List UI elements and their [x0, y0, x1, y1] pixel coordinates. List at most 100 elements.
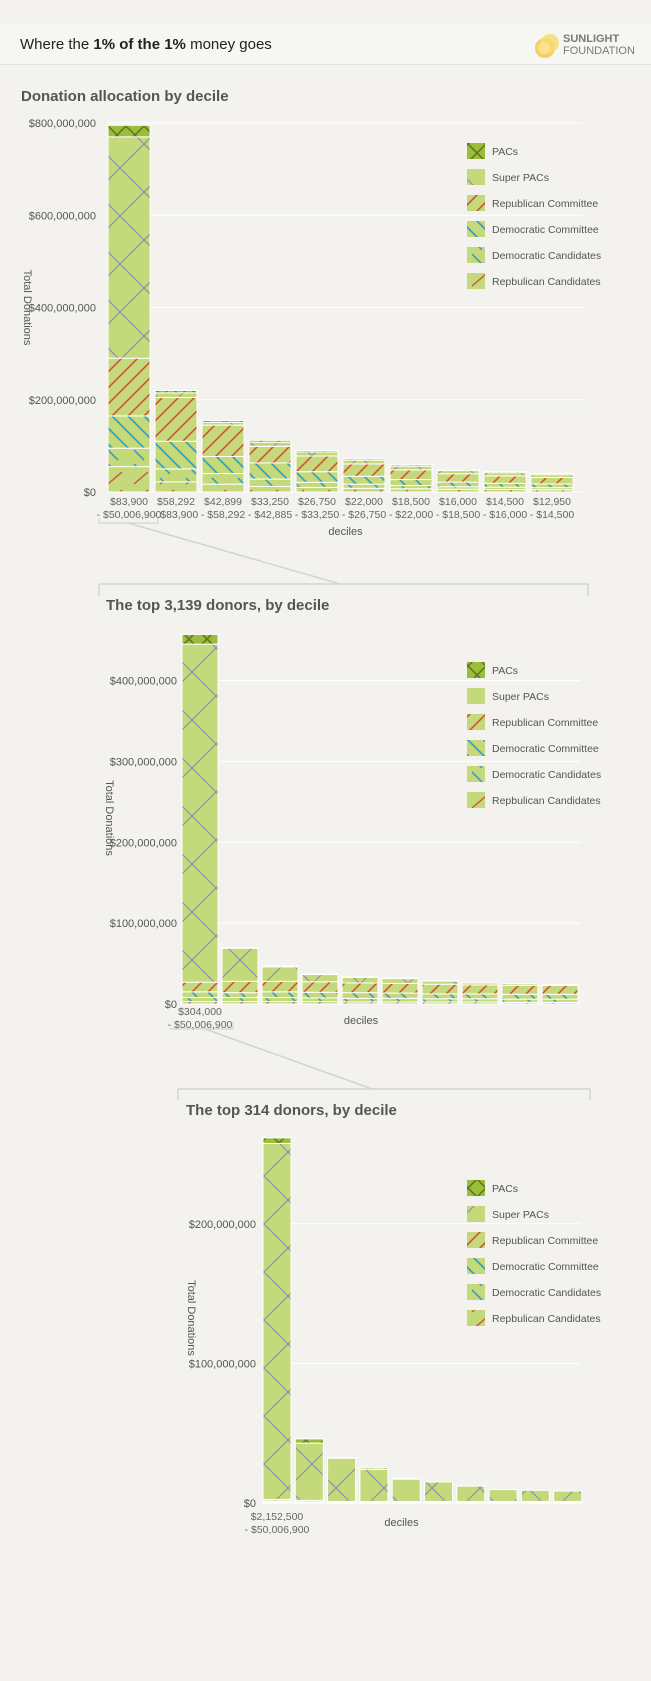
- bar-segment-rep_committee[interactable]: [421, 983, 459, 995]
- bar-segment-pacs[interactable]: [295, 449, 339, 453]
- bar-segment-rep_committee[interactable]: [541, 984, 579, 995]
- bar-segment-dem_committee[interactable]: [295, 471, 339, 483]
- bar-segment-super_pacs[interactable]: [424, 1481, 453, 1502]
- bar-segment-pacs[interactable]: [342, 458, 386, 461]
- bar-segment-rep_candidates[interactable]: [248, 485, 292, 493]
- bar-segment-super_pacs[interactable]: [520, 1489, 550, 1502]
- bar-segment-dem_committee[interactable]: [501, 993, 539, 1000]
- bar-segment-pacs[interactable]: [248, 439, 292, 443]
- bar-segment-dem_candidates[interactable]: [342, 483, 386, 489]
- bar-segment-pacs[interactable]: [221, 946, 259, 949]
- bar-segment-pacs[interactable]: [294, 1438, 324, 1444]
- bar-segment-rep_committee[interactable]: [483, 475, 527, 484]
- bar-segment-dem_committee[interactable]: [201, 455, 245, 475]
- bar-segment-rep_committee[interactable]: [342, 463, 386, 477]
- bar-segment-pacs[interactable]: [201, 420, 245, 423]
- bar-segment-rep_committee[interactable]: [295, 455, 339, 473]
- bar-segment-super_pacs[interactable]: [294, 1442, 324, 1501]
- bar-segment-pacs[interactable]: [381, 977, 419, 980]
- bar-segment-dem_candidates[interactable]: [301, 997, 339, 1003]
- bar-segment-super_pacs[interactable]: [248, 441, 292, 447]
- bar-segment-super_pacs[interactable]: [107, 136, 151, 359]
- bar-segment-super_pacs[interactable]: [262, 1142, 292, 1501]
- bar-segment-rep_committee[interactable]: [221, 980, 259, 994]
- bar-segment-rep_committee[interactable]: [154, 396, 198, 442]
- bar-segment-rep_committee[interactable]: [436, 473, 480, 483]
- bar-segment-rep_candidates[interactable]: [342, 487, 386, 493]
- bar-segment-dem_committee[interactable]: [381, 992, 419, 999]
- bar-segment-pacs[interactable]: [301, 973, 339, 976]
- bar-segment-rep_committee[interactable]: [461, 984, 499, 995]
- bar-segment-rep_committee[interactable]: [389, 469, 433, 481]
- bar-segment-pacs[interactable]: [261, 965, 299, 968]
- bar-segment-super_pacs[interactable]: [501, 983, 539, 986]
- bar-segment-dem_candidates[interactable]: [341, 997, 379, 1003]
- bar-segment-dem_committee[interactable]: [301, 991, 339, 999]
- bar-segment-dem_committee[interactable]: [181, 991, 219, 999]
- bar-segment-rep_committee[interactable]: [530, 476, 574, 485]
- bar-segment-super_pacs[interactable]: [342, 459, 386, 465]
- bar-segment-pacs[interactable]: [483, 470, 527, 474]
- bar-segment-pacs[interactable]: [181, 633, 219, 645]
- bar-segment-super_pacs[interactable]: [295, 451, 339, 457]
- bar-segment-super_pacs[interactable]: [389, 465, 433, 471]
- bar-segment-dem_candidates[interactable]: [381, 997, 419, 1003]
- bar-segment-super_pacs[interactable]: [381, 978, 419, 984]
- bar-segment-dem_committee[interactable]: [341, 992, 379, 999]
- bar-segment-dem_committee[interactable]: [541, 993, 579, 1000]
- sunlight-foundation-logo[interactable]: SUNLIGHT FOUNDATION: [531, 30, 635, 60]
- bar-segment-dem_candidates[interactable]: [261, 997, 299, 1003]
- bar-segment-rep_candidates[interactable]: [295, 486, 339, 493]
- bar-segment-rep_committee[interactable]: [501, 984, 539, 995]
- bar-segment-rep_committee[interactable]: [341, 982, 379, 994]
- bar-segment-dem_committee[interactable]: [221, 992, 259, 999]
- bar-segment-super_pacs[interactable]: [261, 966, 299, 982]
- bar-segment-super_pacs[interactable]: [488, 1489, 518, 1502]
- bar-segment-rep_committee[interactable]: [261, 980, 299, 993]
- bar-segment-rep_committee[interactable]: [201, 424, 245, 457]
- bar-segment-dem_candidates[interactable]: [154, 468, 198, 483]
- bar-segment-dem_committee[interactable]: [483, 482, 527, 488]
- bar-segment-pacs[interactable]: [359, 1467, 389, 1470]
- bar-segment-super_pacs[interactable]: [221, 947, 259, 982]
- bar-segment-rep_committee[interactable]: [301, 981, 339, 993]
- bar-segment-dem_committee[interactable]: [342, 475, 386, 485]
- bar-segment-pacs[interactable]: [262, 1137, 292, 1144]
- bar-segment-dem_committee[interactable]: [248, 462, 292, 480]
- bar-segment-dem_candidates[interactable]: [221, 997, 259, 1003]
- bar-segment-pacs[interactable]: [436, 468, 480, 472]
- bar-segment-dem_committee[interactable]: [389, 479, 433, 487]
- bar-segment-super_pacs[interactable]: [456, 1485, 486, 1502]
- bar-segment-dem_candidates[interactable]: [248, 478, 292, 487]
- bar-segment-pacs[interactable]: [421, 980, 459, 982]
- bar-segment-dem_committee[interactable]: [421, 993, 459, 1000]
- bar-segment-pacs[interactable]: [341, 976, 379, 978]
- bar-segment-super_pacs[interactable]: [181, 643, 219, 983]
- bar-segment-pacs[interactable]: [530, 473, 574, 476]
- bar-segment-super_pacs[interactable]: [553, 1490, 583, 1502]
- bar-segment-rep_committee[interactable]: [248, 445, 292, 464]
- bar-segment-rep_committee[interactable]: [381, 982, 419, 994]
- bar-segment-dem_committee[interactable]: [436, 481, 480, 488]
- bar-segment-rep_committee[interactable]: [107, 357, 151, 417]
- bar-segment-rep_candidates[interactable]: [201, 483, 245, 493]
- bar-segment-super_pacs[interactable]: [461, 982, 499, 986]
- bar-segment-pacs[interactable]: [107, 124, 151, 138]
- bar-segment-dem_committee[interactable]: [261, 991, 299, 999]
- bar-segment-dem_committee[interactable]: [107, 415, 151, 449]
- bar-segment-dem_candidates[interactable]: [201, 473, 245, 485]
- bar-segment-super_pacs[interactable]: [391, 1478, 421, 1502]
- bar-segment-super_pacs[interactable]: [327, 1457, 357, 1502]
- bar-segment-dem_candidates[interactable]: [181, 997, 219, 1003]
- bar-segment-rep_committee[interactable]: [181, 981, 219, 993]
- bar-segment-super_pacs[interactable]: [541, 984, 579, 986]
- bar-segment-rep_candidates[interactable]: [154, 481, 198, 493]
- bar-segment-dem_committee[interactable]: [530, 483, 574, 489]
- bar-segment-dem_committee[interactable]: [461, 993, 499, 1000]
- bar-segment-pacs[interactable]: [389, 464, 433, 467]
- bar-segment-rep_candidates[interactable]: [107, 466, 151, 493]
- bar-segment-pacs[interactable]: [154, 390, 198, 394]
- bar-segment-dem_candidates[interactable]: [107, 447, 151, 468]
- bar-segment-pacs[interactable]: [391, 1477, 421, 1480]
- bar-segment-super_pacs[interactable]: [341, 976, 379, 984]
